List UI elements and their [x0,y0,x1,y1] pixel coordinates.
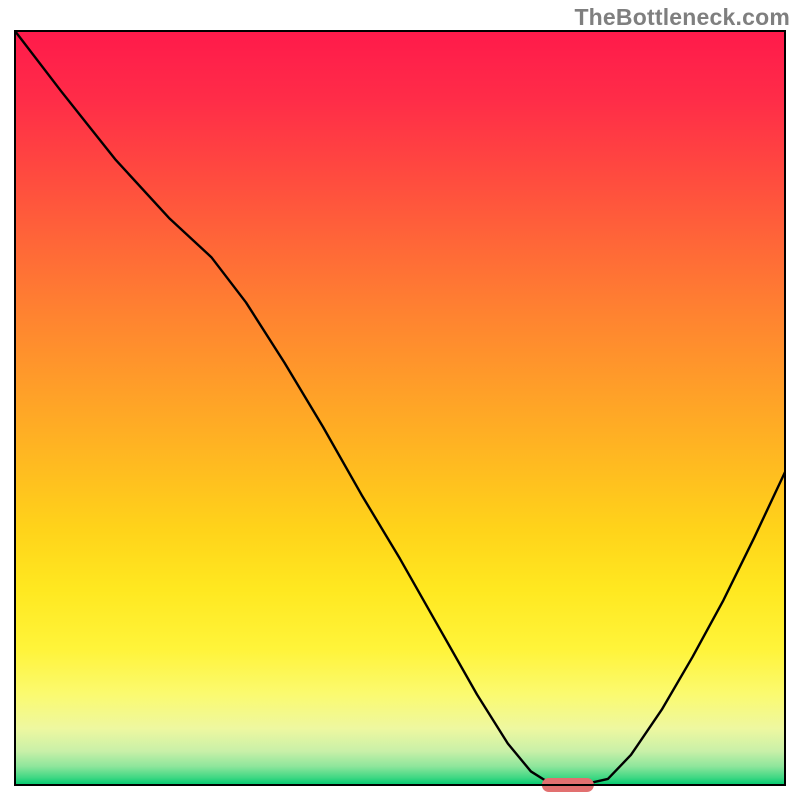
chart-root: TheBottleneck.com [0,0,800,800]
plot-area [15,31,785,792]
chart-svg [0,0,800,800]
watermark-text: TheBottleneck.com [574,4,790,31]
gradient-background [15,31,785,785]
